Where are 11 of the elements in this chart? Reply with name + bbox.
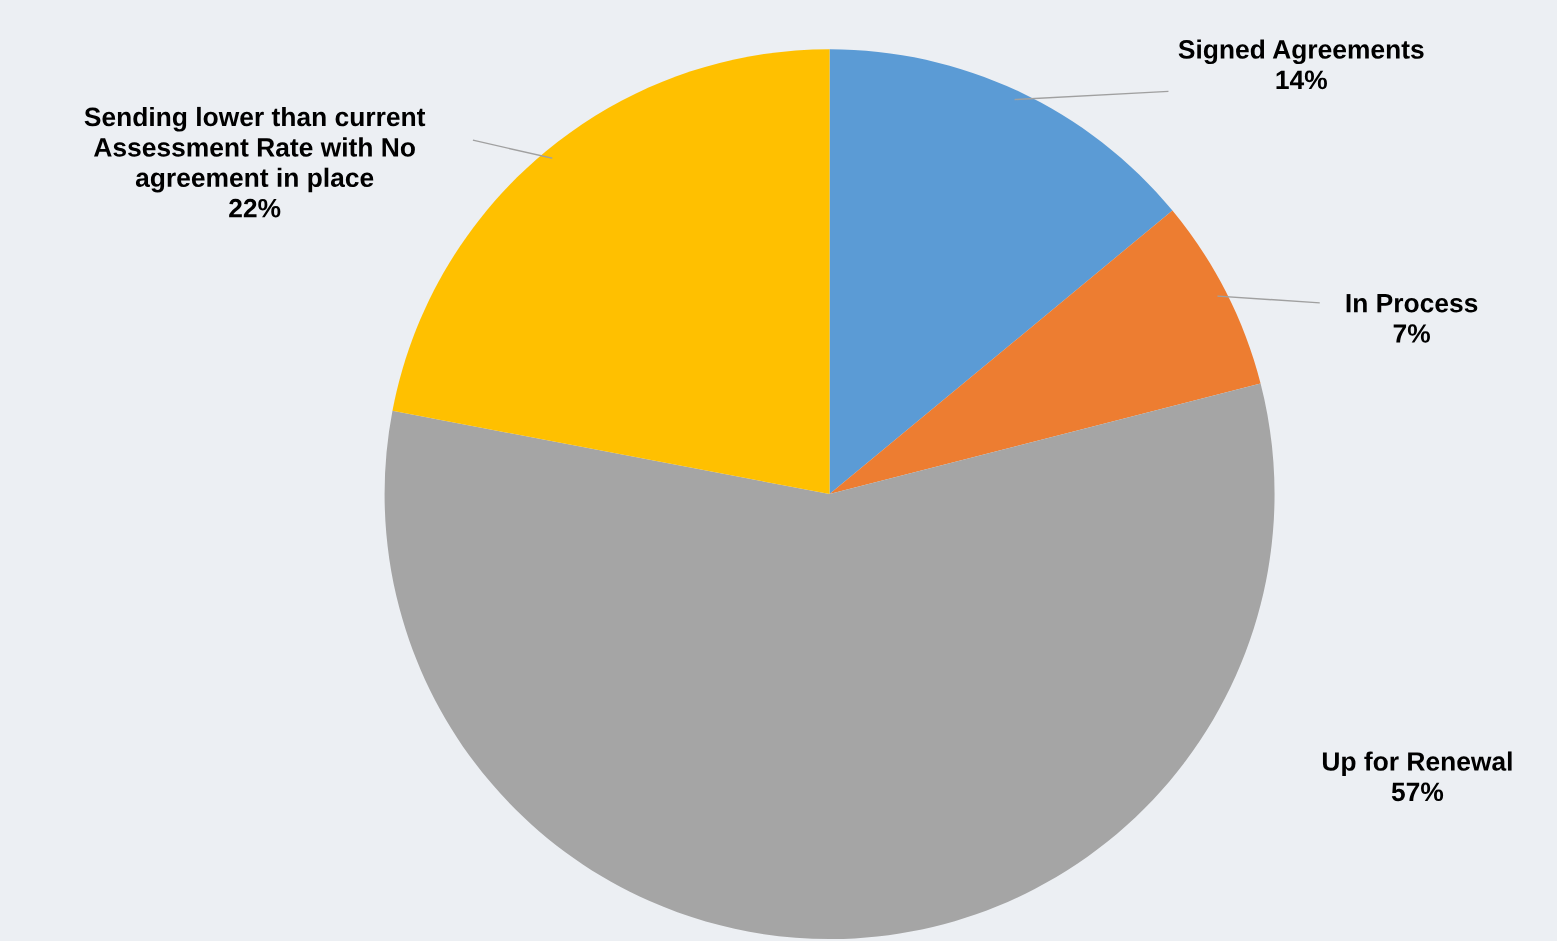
pie-slice bbox=[384, 383, 1275, 940]
data-label: 7% bbox=[1393, 324, 1430, 343]
data-label: 22% bbox=[229, 198, 281, 218]
data-label: 57% bbox=[1391, 782, 1444, 802]
slice-label: Signed Agreements bbox=[1178, 39, 1424, 65]
pie-slice bbox=[829, 210, 1261, 495]
slice-label: Up for Renewal bbox=[1322, 751, 1512, 777]
data-label: 14% bbox=[1276, 70, 1327, 90]
slice-label: In Process bbox=[1346, 294, 1478, 313]
slice-label: Sending lower than current Assessment Rate with No agreement in place bbox=[84, 106, 426, 193]
pie-slice bbox=[829, 49, 1173, 495]
